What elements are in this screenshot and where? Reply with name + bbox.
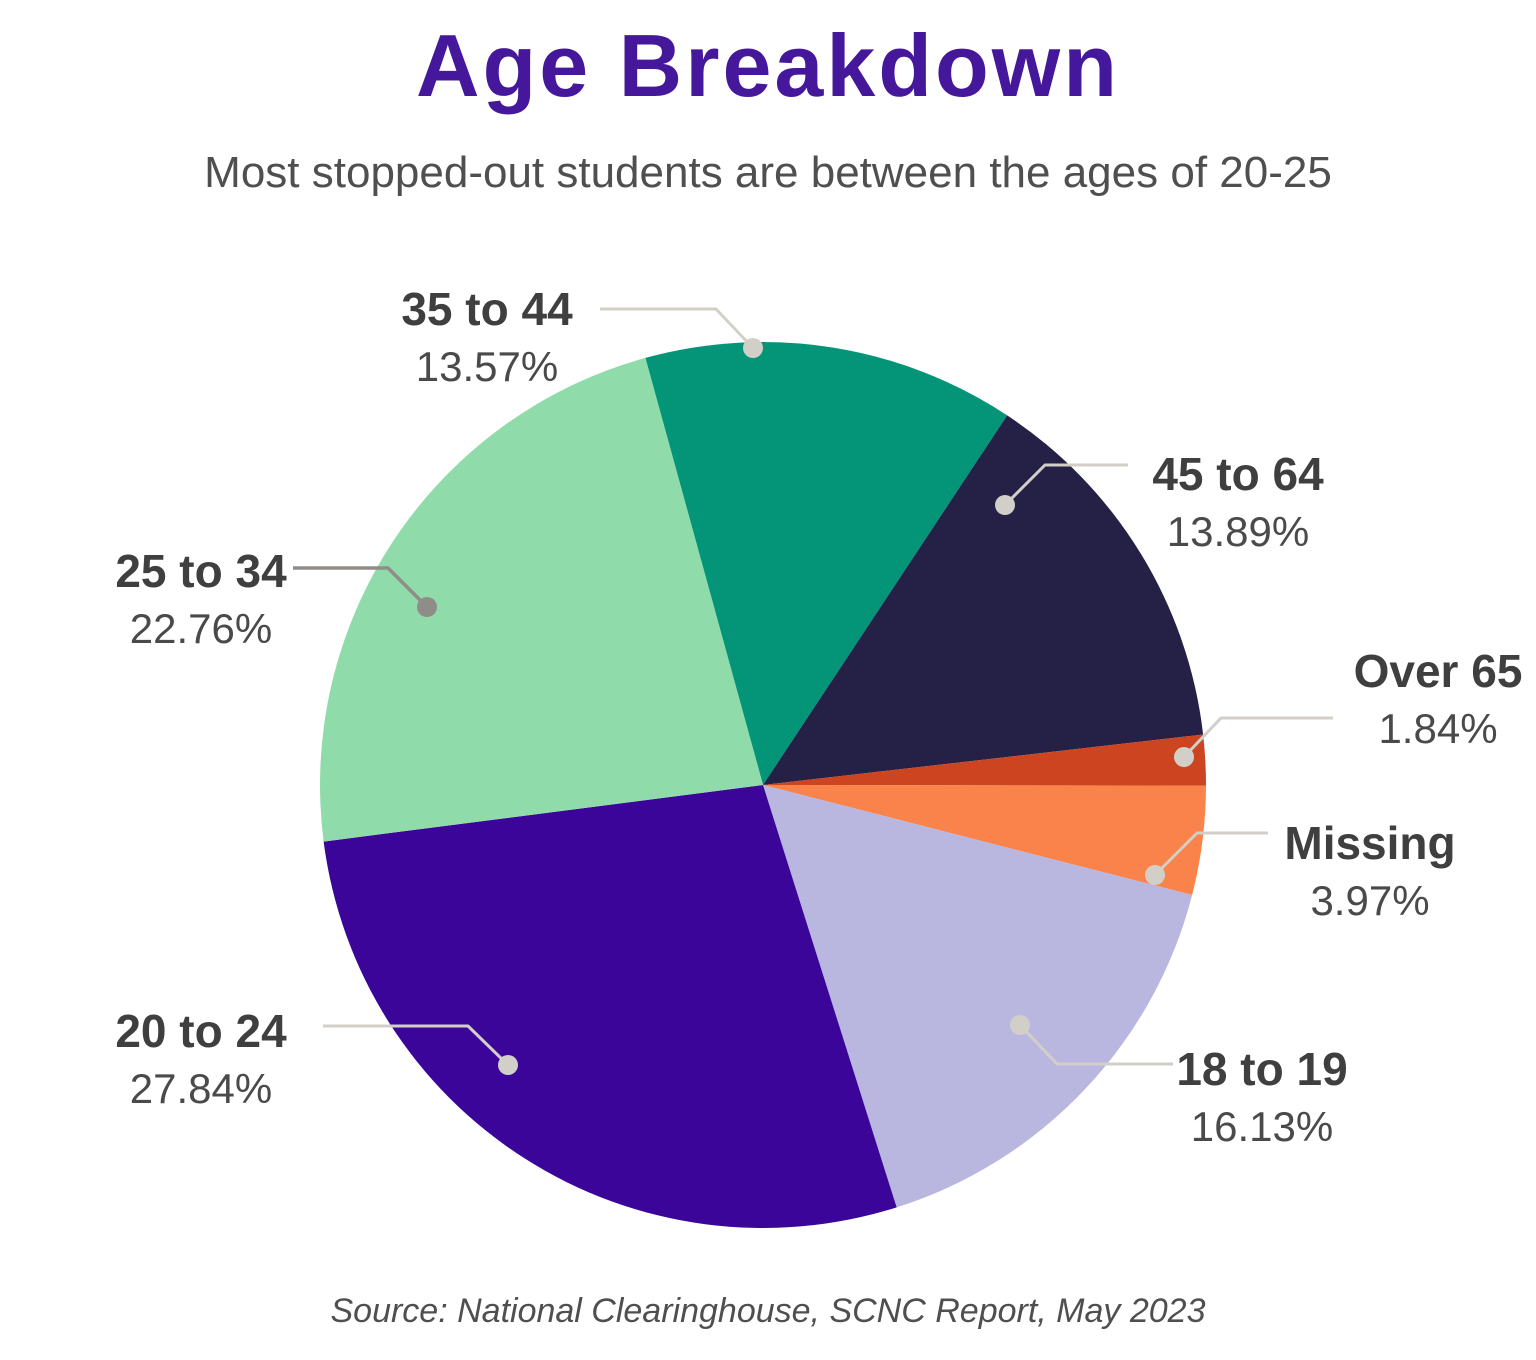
slice-value: 3.97% [1310, 877, 1430, 924]
callout-45-to-64: 45 to 64 13.89% [1152, 441, 1323, 557]
leader-dot-18-to-19 [1010, 1015, 1030, 1035]
callout-missing: Missing 3.97% [1284, 810, 1455, 926]
pie-slice-35-to-44 [645, 342, 1008, 785]
slice-label: 35 to 44 [401, 283, 573, 335]
leader-dot-45-to-64 [995, 495, 1015, 515]
leader-line-20-to-24 [323, 1024, 510, 1067]
slice-label: 20 to 24 [115, 1005, 287, 1057]
leader-line-25-to-34 [293, 566, 429, 609]
slice-value: 16.13% [1190, 1103, 1334, 1150]
pie-slice-45-to-64 [763, 415, 1204, 785]
leader-line-45-to-64 [1003, 463, 1128, 507]
pie-slice-25-to-34 [320, 357, 763, 842]
pie-slice-20-to-24 [323, 785, 897, 1229]
callout-18-to-19: 18 to 19 16.13% [1176, 1036, 1347, 1152]
slice-value: 1.84% [1378, 705, 1498, 752]
slice-label: 25 to 34 [115, 545, 287, 597]
pie-slice-18-to-19 [763, 785, 1193, 1208]
slice-label: 45 to 64 [1152, 448, 1324, 500]
leader-dot-over-65 [1174, 747, 1194, 767]
leader-line-18-to-19 [1018, 1023, 1173, 1066]
leader-line-missing [1153, 831, 1268, 877]
slice-value: 13.57% [415, 343, 559, 390]
callout-25-to-34: 25 to 34 22.76% [115, 538, 286, 654]
callout-20-to-24: 20 to 24 27.84% [115, 998, 286, 1114]
leader-dot-missing [1145, 865, 1165, 885]
pie-slice-missing [763, 785, 1206, 895]
slice-value: 13.89% [1166, 508, 1310, 555]
callout-35-to-44: 35 to 44 13.57% [401, 276, 572, 392]
slice-label: 18 to 19 [1176, 1043, 1348, 1095]
slice-value: 22.76% [129, 605, 273, 652]
leader-dot-20-to-24 [498, 1055, 518, 1075]
source-note: Source: National Clearinghouse, SCNC Rep… [330, 1292, 1206, 1330]
slice-label: Missing [1284, 817, 1456, 869]
leader-dot-35-to-44 [743, 338, 763, 358]
callout-over-65: Over 65 1.84% [1354, 638, 1523, 754]
pie-slice-over-65 [763, 734, 1207, 786]
slice-label: Over 65 [1353, 645, 1523, 697]
chart-title: Age Breakdown [415, 16, 1121, 115]
slice-value: 27.84% [129, 1065, 273, 1112]
leader-dot-25-to-34 [417, 597, 437, 617]
leader-line-over-65 [1182, 716, 1333, 759]
leader-line-35-to-44 [600, 307, 755, 350]
chart-subtitle: Most stopped-out students are between th… [204, 148, 1332, 197]
